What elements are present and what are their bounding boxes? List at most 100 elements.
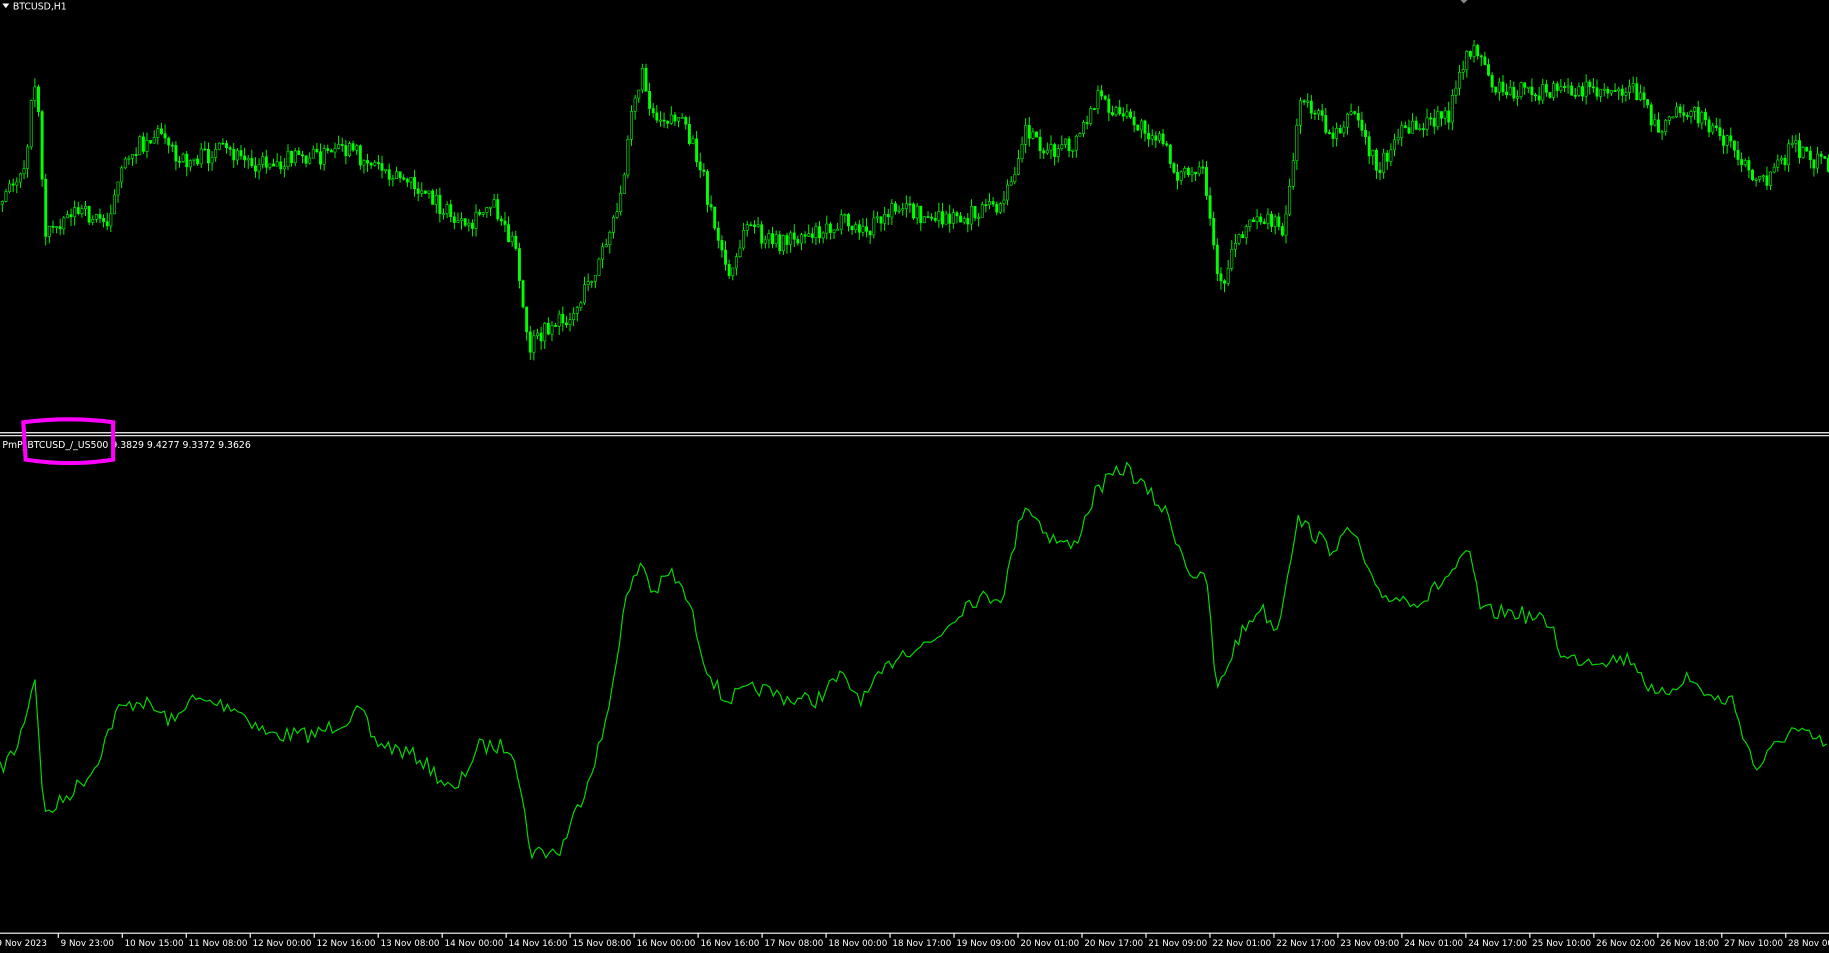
candle-body — [47, 225, 51, 237]
candle-body — [875, 216, 879, 219]
candle-body — [1118, 107, 1122, 114]
candle-body — [1591, 86, 1595, 89]
candle-body — [452, 216, 456, 223]
candle-body — [1006, 184, 1010, 201]
candle-body — [272, 163, 275, 167]
time-label: 23 Nov 09:00 — [1340, 939, 1399, 949]
candle-body — [1407, 127, 1411, 134]
candle-body — [76, 207, 80, 214]
candle-body — [152, 137, 156, 144]
candle-body — [416, 188, 420, 194]
candle-body — [1808, 150, 1812, 160]
candle-body — [615, 211, 619, 218]
candle-body — [687, 123, 691, 144]
candle-body — [489, 206, 492, 209]
time-label: 27 Nov 10:00 — [1724, 939, 1783, 949]
candle-body — [1132, 116, 1136, 126]
candle-body — [1523, 82, 1527, 88]
candle-body — [673, 114, 677, 122]
time-label: 18 Nov 17:00 — [892, 939, 951, 949]
candle-body — [1743, 160, 1747, 165]
candle-body — [1798, 140, 1801, 158]
candle-body — [644, 67, 648, 92]
candle-body — [568, 319, 572, 326]
candle-body — [206, 148, 210, 164]
candle-body — [1313, 112, 1317, 115]
time-label: 18 Nov 00:00 — [828, 939, 887, 949]
candle-body — [995, 203, 999, 213]
candle-body — [174, 145, 178, 162]
candle-body — [980, 204, 984, 218]
candle-body — [948, 213, 952, 224]
candle-body — [427, 190, 431, 194]
candle-body — [1266, 213, 1270, 224]
candle-body — [1505, 91, 1509, 96]
symbol-header[interactable]: BTCUSD,H1 — [2, 1, 67, 12]
candle-body — [1646, 99, 1650, 106]
candle-body — [228, 147, 232, 150]
candle-body — [1244, 226, 1248, 239]
candle-body — [18, 173, 22, 183]
candle-body — [1277, 216, 1281, 227]
candle-body — [163, 133, 167, 139]
candle-body — [387, 169, 391, 180]
candle-body — [857, 224, 861, 233]
candle-body — [525, 306, 529, 333]
candle-body — [1089, 108, 1093, 124]
time-label: 14 Nov 16:00 — [509, 939, 568, 949]
candle-body — [1020, 143, 1024, 159]
candle-body — [445, 204, 449, 214]
candle-body — [1045, 149, 1049, 154]
candle-body — [1262, 221, 1266, 224]
candle-body — [1544, 84, 1548, 93]
candle-body — [912, 203, 916, 219]
candle-body — [897, 209, 901, 212]
candle-body — [485, 207, 489, 213]
candle-body — [1653, 119, 1657, 126]
candle-body — [1385, 152, 1389, 162]
candle-body — [1664, 120, 1668, 133]
candle-body — [188, 160, 192, 168]
candle-body — [1259, 216, 1263, 223]
candle-body — [503, 220, 507, 225]
candle-body — [1421, 128, 1425, 130]
candle-body — [1393, 139, 1396, 151]
dropdown-triangle-icon[interactable] — [2, 3, 10, 9]
candle-body — [1378, 169, 1382, 173]
candle-body — [521, 280, 525, 308]
candle-body — [1696, 107, 1700, 124]
candle-body — [1454, 87, 1458, 96]
candle-body — [235, 150, 239, 161]
time-label: 9 Nov 2023 — [0, 939, 47, 949]
candle-body — [1494, 86, 1498, 93]
time-label: 26 Nov 02:00 — [1596, 939, 1655, 949]
candle-body — [1327, 132, 1331, 134]
candle-body — [333, 148, 337, 153]
candle-body — [843, 214, 847, 216]
indicator-label: PmP_BTCUSD_/_US500 9.3829 9.4277 9.3372 … — [2, 440, 251, 451]
candle-body — [662, 119, 666, 122]
time-label: 17 Nov 08:00 — [764, 939, 823, 949]
candle-body — [301, 154, 304, 157]
candle-body — [420, 190, 424, 194]
candle-body — [127, 157, 131, 160]
candle-body — [1360, 119, 1364, 131]
candle-body — [749, 224, 753, 227]
candle-body — [1700, 112, 1704, 124]
candle-body — [680, 117, 684, 119]
candle-body — [348, 143, 351, 156]
candle-body — [315, 148, 319, 153]
candle-body — [1649, 104, 1653, 126]
candle-body — [1707, 119, 1711, 133]
time-label: 21 Nov 09:00 — [1148, 939, 1207, 949]
candle-body — [854, 224, 858, 230]
candle-body — [73, 207, 77, 218]
candle-body — [120, 167, 124, 183]
time-label: 14 Nov 00:00 — [445, 939, 504, 949]
candle-body — [637, 89, 641, 99]
candle-body — [507, 224, 511, 243]
candle-body — [1165, 143, 1169, 146]
candle-body — [409, 177, 413, 183]
candle-body — [1136, 124, 1140, 131]
